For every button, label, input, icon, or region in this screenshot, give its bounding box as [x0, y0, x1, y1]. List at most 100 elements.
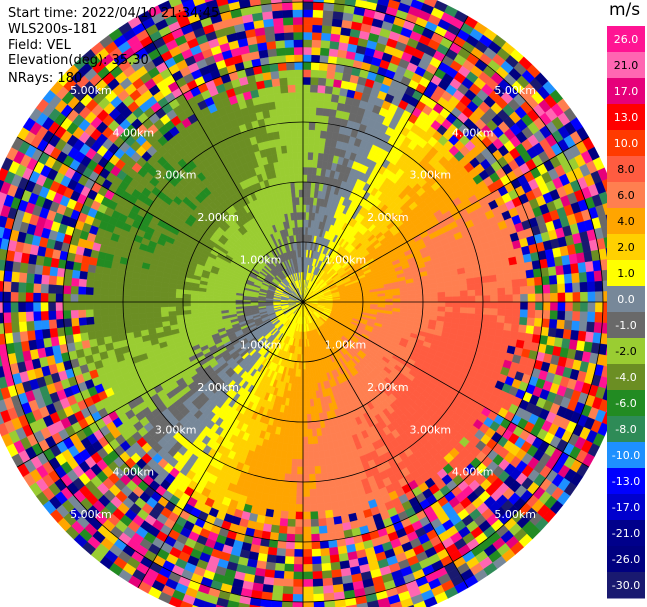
velocity-gate: [299, 196, 304, 205]
velocity-gate: [306, 174, 313, 183]
velocity-gate: [302, 399, 307, 408]
velocity-gate: [302, 376, 307, 385]
velocity-gate: [190, 297, 199, 303]
velocity-gate: [392, 298, 401, 303]
velocity-gate: [298, 189, 304, 198]
velocity-gate: [451, 285, 461, 292]
velocity-gate: [429, 287, 438, 294]
velocity-gate: [400, 298, 409, 303]
velocity-gate: [306, 413, 312, 423]
velocity-gate: [130, 307, 139, 315]
velocity-gate: [152, 296, 161, 303]
velocity-gate: [444, 291, 454, 298]
velocity-gate: [306, 421, 313, 430]
velocity-gate: [392, 294, 401, 300]
velocity-gate: [138, 312, 147, 320]
velocity-gate: [459, 312, 468, 320]
velocity-gate: [302, 144, 309, 153]
velocity-gate: [308, 136, 315, 146]
velocity-gate: [220, 304, 229, 309]
velocity-gate: [101, 273, 111, 282]
velocity-gate: [160, 306, 169, 313]
velocity-gate: [137, 290, 147, 297]
velocity-gate: [160, 311, 169, 318]
velocity-gate: [197, 298, 206, 303]
velocity-gate: [309, 398, 315, 407]
velocity-gate: [167, 301, 176, 307]
velocity-gate: [497, 294, 506, 303]
velocity-gate: [459, 290, 469, 297]
velocity-gate: [275, 487, 284, 497]
velocity-gate: [182, 301, 191, 307]
velocity-gate: [108, 321, 118, 330]
velocity-gate: [452, 296, 461, 303]
velocity-gate: [167, 292, 177, 298]
velocity-gate: [286, 450, 293, 460]
velocity-gate: [298, 429, 304, 438]
velocity-gate: [422, 305, 431, 312]
velocity-gate: [302, 466, 310, 475]
velocity-gate: [286, 144, 293, 154]
velocity-gate: [198, 308, 207, 314]
velocity-gate: [309, 91, 318, 101]
velocity-gate: [415, 297, 424, 303]
velocity-gate: [466, 283, 476, 291]
velocity-gate: [452, 306, 461, 314]
velocity-gate: [292, 436, 299, 445]
velocity-gate: [302, 159, 309, 168]
velocity-gate: [309, 114, 317, 123]
velocity-gate: [309, 496, 318, 505]
velocity-gate: [297, 159, 304, 168]
velocity-gate: [298, 174, 304, 183]
velocity-gate: [297, 451, 304, 460]
velocity-gate: [452, 301, 461, 308]
velocity-gate: [309, 481, 317, 490]
velocity-gate: [298, 166, 304, 175]
velocity-gate: [480, 320, 490, 329]
velocity-gate: [311, 428, 318, 437]
velocity-gate: [327, 479, 336, 488]
velocity-gate: [302, 211, 307, 220]
velocity-gate: [297, 444, 304, 453]
velocity-gate: [302, 481, 310, 490]
velocity-gate: [290, 121, 298, 131]
velocity-gate: [307, 144, 315, 153]
velocity-gate: [92, 301, 101, 310]
velocity-gate: [93, 272, 103, 282]
velocity-gate: [422, 301, 431, 307]
velocity-gate: [370, 296, 379, 300]
velocity-gate: [465, 271, 475, 280]
velocity-gate: [489, 281, 498, 290]
velocity-gate: [313, 458, 321, 467]
velocity-gate: [466, 277, 475, 286]
velocity-gate: [152, 291, 162, 298]
velocity-gate: [302, 121, 310, 130]
velocity-gate: [283, 480, 291, 490]
velocity-gate: [282, 107, 291, 116]
velocity-gate: [281, 152, 289, 162]
velocity-gate: [302, 99, 311, 108]
velocity-gate: [296, 129, 304, 138]
velocity-gate: [497, 287, 506, 296]
velocity-gate: [481, 314, 491, 322]
velocity-gate: [302, 504, 311, 513]
velocity-gate: [289, 114, 297, 123]
velocity-gate: [309, 106, 317, 116]
velocity-gate: [308, 458, 315, 468]
velocity-gate: [298, 406, 304, 415]
velocity-gate: [315, 480, 323, 490]
velocity-gate: [284, 465, 292, 475]
velocity-gate: [282, 488, 291, 497]
velocity-gate: [137, 295, 146, 303]
velocity-gate: [290, 189, 296, 198]
velocity-gate: [108, 281, 117, 290]
velocity-gate: [220, 301, 229, 306]
velocity-gate: [115, 314, 125, 322]
velocity-gate: [505, 301, 514, 310]
velocity-gate: [291, 451, 299, 460]
velocity-gate: [281, 495, 290, 505]
velocity-gate: [116, 320, 126, 329]
velocity-gate: [94, 329, 104, 339]
velocity-gate: [153, 316, 163, 324]
velocity-gate: [291, 458, 298, 468]
